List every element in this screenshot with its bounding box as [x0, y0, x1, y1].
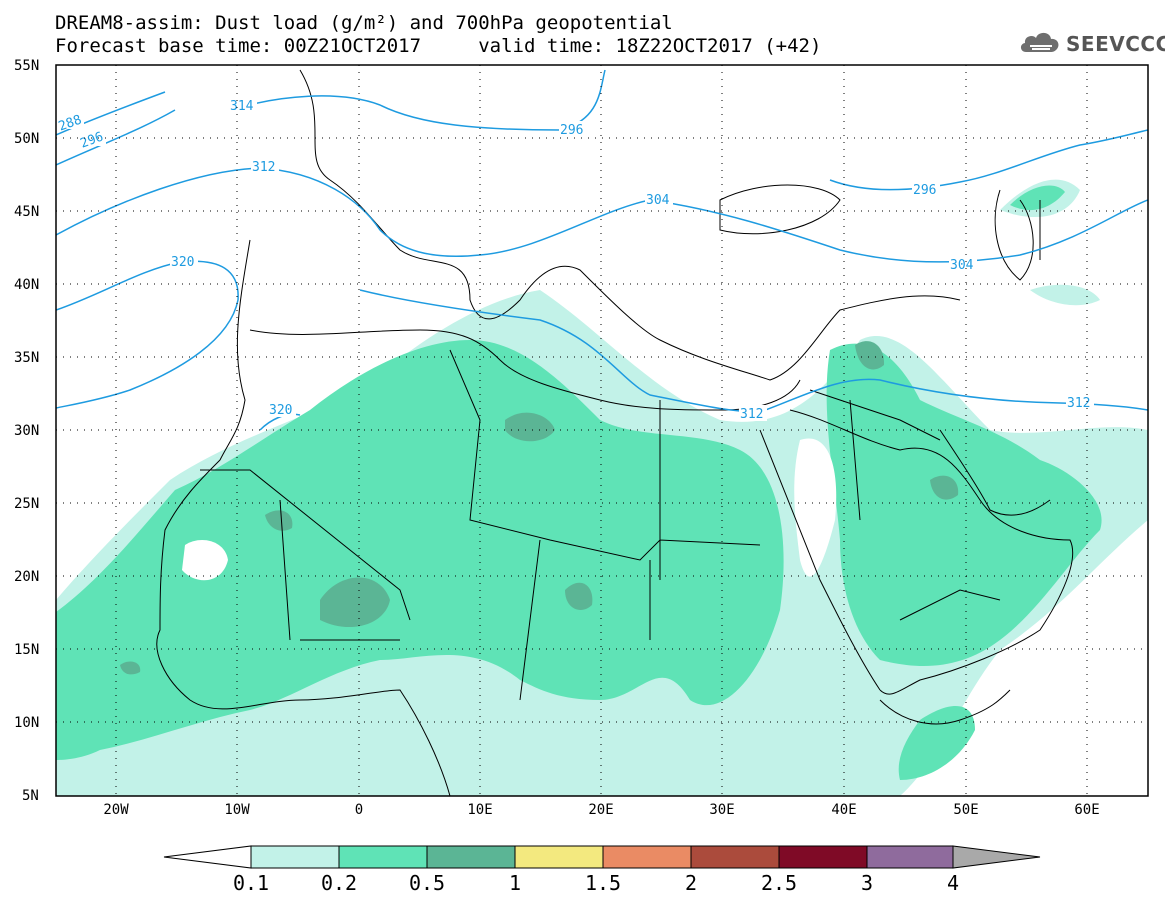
colorbar-swatch	[778, 845, 868, 869]
colorbar-swatch	[514, 845, 604, 869]
dust-level-0.5-c	[565, 582, 593, 610]
colorbar-swatch	[250, 845, 340, 869]
map-title: DREAM8-assim: Dust load (g/m²) and 700hP…	[55, 12, 673, 34]
dust-level-0.5-b	[505, 412, 555, 442]
dust-level-0.1-ne	[1030, 284, 1100, 306]
contour-label: 314	[230, 99, 254, 114]
lat-label: 30N	[14, 423, 39, 439]
contour-label: 320	[269, 403, 292, 418]
lat-label: 15N	[14, 642, 39, 658]
lat-label: 25N	[14, 496, 39, 512]
contour-label: 304	[646, 193, 670, 208]
contour-288	[56, 91, 166, 136]
colorbar-label: 2	[685, 871, 697, 895]
colorbar-label: 0.2	[321, 871, 357, 895]
dust-level-0.5-a	[320, 577, 390, 628]
longitude-labels: 20W 10W 0 10E 20E 30E 40E 50E 60E	[103, 802, 1099, 818]
contour-296-west	[56, 109, 176, 166]
colorbar-under-arrow	[163, 845, 252, 869]
cloud-icon	[1020, 32, 1059, 52]
contour-label: 320	[171, 255, 194, 270]
dust-level-0.2-horn	[898, 706, 975, 780]
gridlines	[56, 65, 1148, 796]
coastline-red-sea	[759, 429, 881, 691]
contour-label: 312	[740, 407, 763, 422]
colorbar-label: 0.5	[409, 871, 445, 895]
contour-label: 304	[950, 258, 974, 273]
contour-314-296	[229, 69, 606, 131]
lat-label: 10N	[14, 715, 39, 731]
lat-label: 40N	[14, 277, 39, 293]
lat-label: 5N	[22, 788, 39, 804]
contour-labels: 288 296 312 320 314 296 304 320 312 296 …	[57, 97, 1094, 422]
colorbar-swatch	[866, 845, 954, 869]
dust-level-0.2-arabia	[826, 343, 1102, 666]
contour-label: 312	[252, 160, 275, 175]
colorbar-label: 2.5	[761, 871, 797, 895]
colorbar-over-arrow	[952, 845, 1041, 869]
colorbar-swatch	[602, 845, 692, 869]
contour-312	[56, 167, 1148, 263]
lat-label: 20N	[14, 569, 39, 585]
map-subtitle: Forecast base time: 00Z21OCT2017 valid t…	[55, 35, 822, 57]
lon-label: 0	[355, 802, 363, 818]
seevccc-logo: SEEVCCC	[1018, 26, 1165, 58]
contour-label: 296	[913, 183, 936, 198]
colorbar-labels: 0.1 0.2 0.5 1 1.5 2 2.5 3 4	[233, 871, 959, 895]
coastline-arabia	[789, 409, 1074, 695]
lat-label: 45N	[14, 204, 39, 220]
dust-level-0.5-f	[265, 510, 293, 531]
colorbar-swatch	[338, 845, 428, 869]
dust-level-0.2	[56, 340, 784, 760]
coastline-black-sea	[719, 184, 841, 235]
coastline-caspian	[994, 189, 1034, 281]
contour-label: 296	[560, 123, 583, 138]
colorbar-label: 3	[861, 871, 873, 895]
lat-label: 55N	[14, 58, 39, 74]
coastline-africa-north	[156, 239, 451, 796]
lon-label: 40E	[831, 802, 856, 818]
colorbar-label: 1.5	[585, 871, 621, 895]
lat-label: 35N	[14, 350, 39, 366]
lon-label: 30E	[709, 802, 734, 818]
coastline-europe	[299, 69, 961, 381]
lon-label: 10W	[224, 802, 250, 818]
dust-level-0.2-ne	[1010, 185, 1065, 211]
lon-label: 10E	[467, 802, 492, 818]
coastline-med-south	[249, 329, 801, 411]
contour-320	[56, 260, 239, 409]
dust-level-0.5-d	[930, 475, 959, 500]
colorbar-swatch	[426, 845, 516, 869]
colorbar-label: 1	[509, 871, 521, 895]
contour-296-east	[829, 129, 1148, 191]
coastline-horn	[879, 689, 1011, 725]
dust-clear-area	[182, 540, 228, 581]
colorbar	[163, 845, 1041, 869]
logo-text: SEEVCCC	[1066, 32, 1165, 56]
coastlines-borders	[156, 69, 1074, 796]
dust-level-0.5-g	[120, 661, 141, 675]
dust-field	[56, 179, 1148, 796]
lon-label: 20E	[588, 802, 613, 818]
border-lines-mideast	[809, 200, 1041, 621]
lon-label: 50E	[953, 802, 978, 818]
colorbar-label: 4	[947, 871, 959, 895]
lon-label: 60E	[1074, 802, 1099, 818]
lat-label: 50N	[14, 131, 39, 147]
contour-label: 312	[1067, 396, 1090, 411]
border-lines-africa	[200, 349, 761, 701]
colorbar-swatch	[690, 845, 780, 869]
dust-level-0.5-e	[855, 341, 885, 370]
coastline-persian-gulf	[939, 429, 1051, 516]
colorbar-label: 0.1	[233, 871, 269, 895]
latitude-labels: 55N 50N 45N 40N 35N 30N 25N 20N 15N 10N …	[14, 58, 39, 804]
map-frame	[55, 64, 1149, 797]
contour-320-south	[259, 413, 301, 431]
lon-label: 20W	[103, 802, 129, 818]
